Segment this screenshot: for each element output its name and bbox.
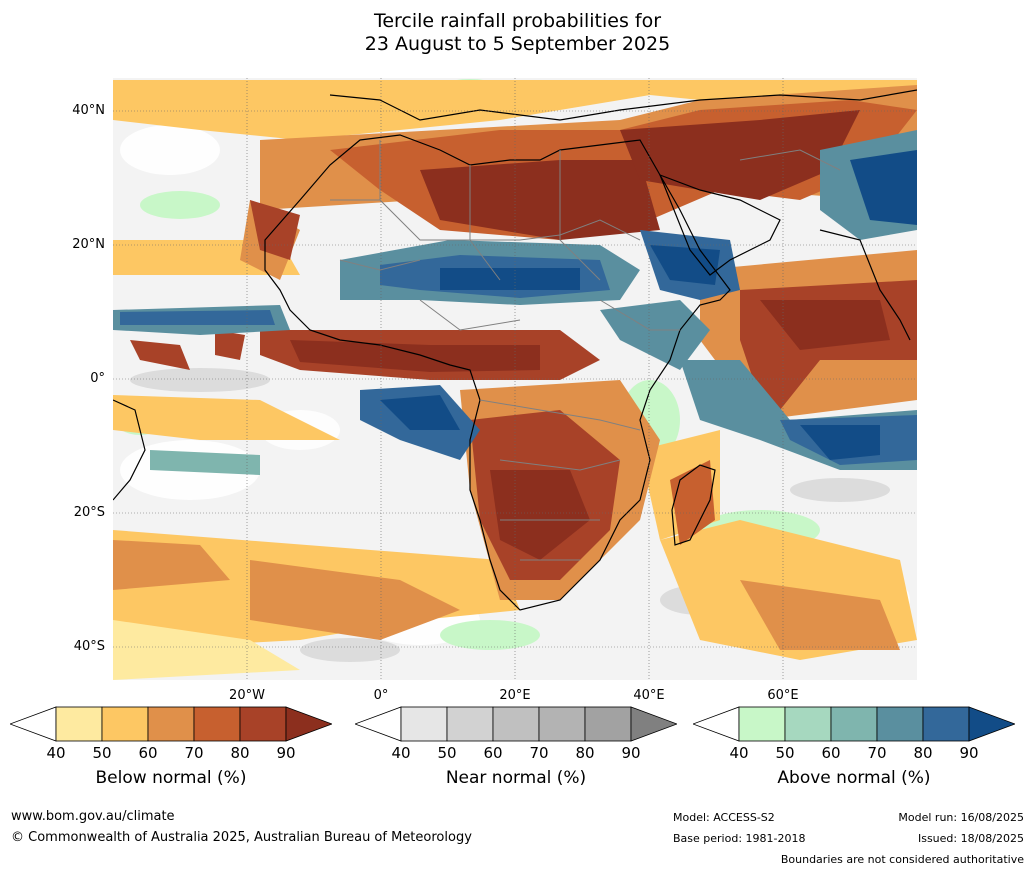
below-colorbar-tick-label: 80 bbox=[230, 744, 250, 762]
above-colorbar-tick-label: 80 bbox=[913, 744, 933, 762]
near-colorbar-segment bbox=[538, 706, 586, 742]
base-period: Base period: 1981-2018 bbox=[673, 832, 806, 845]
near-colorbar-over-triangle bbox=[630, 706, 677, 742]
map-title-line1: Tercile rainfall probabilities for bbox=[373, 10, 662, 32]
near-colorbar-under-triangle bbox=[355, 706, 402, 742]
near-colorbar-tick-label: 40 bbox=[391, 744, 411, 762]
lat-label-0: 0° bbox=[90, 371, 105, 386]
below-colorbar-over-triangle bbox=[285, 706, 332, 742]
model-run-date: Model run: 16/08/2025 bbox=[898, 811, 1024, 824]
lon-label-60e: 60°E bbox=[767, 688, 799, 703]
above-colorbar-tick-label: 40 bbox=[729, 744, 749, 762]
lat-label-20n: 20°N bbox=[72, 237, 105, 252]
near-colorbar-segment bbox=[400, 706, 448, 742]
lat-label-40s: 40°S bbox=[73, 639, 105, 654]
map-title-line2: 23 August to 5 September 2025 bbox=[364, 33, 671, 55]
near-colorbar-tick-label: 70 bbox=[529, 744, 549, 762]
below-normal-colorbar bbox=[10, 706, 332, 742]
above-colorbar-segment bbox=[738, 706, 786, 742]
below-colorbar-under-triangle bbox=[10, 706, 57, 742]
below-colorbar-tick-label: 40 bbox=[46, 744, 66, 762]
below-colorbar-segment bbox=[147, 706, 195, 742]
lon-label-40e: 40°E bbox=[633, 688, 665, 703]
below-colorbar-segment bbox=[193, 706, 241, 742]
below-colorbar-segment bbox=[101, 706, 149, 742]
above-normal-colorbar-title: Above normal (%) bbox=[777, 768, 931, 788]
near-colorbar-tick-label: 90 bbox=[621, 744, 641, 762]
lon-label-20e: 20°E bbox=[499, 688, 531, 703]
above-colorbar-tick-label: 70 bbox=[867, 744, 887, 762]
near-colorbar-segment bbox=[492, 706, 540, 742]
above-normal-strong-areas bbox=[113, 130, 917, 475]
near-colorbar-segment bbox=[584, 706, 632, 742]
lon-label-20w: 20°W bbox=[229, 688, 265, 703]
above-colorbar-tick-label: 50 bbox=[775, 744, 795, 762]
near-colorbar-tick-label: 50 bbox=[437, 744, 457, 762]
near-colorbar-segment bbox=[446, 706, 494, 742]
above-colorbar-segment bbox=[876, 706, 924, 742]
below-colorbar-segment bbox=[239, 706, 287, 742]
below-colorbar-tick-label: 50 bbox=[92, 744, 112, 762]
below-normal-colorbar-title: Below normal (%) bbox=[95, 768, 247, 788]
lat-label-40n: 40°N bbox=[72, 103, 105, 118]
above-normal-colorbar bbox=[693, 706, 1015, 742]
near-colorbar-tick-label: 80 bbox=[575, 744, 595, 762]
above-colorbar-under-triangle bbox=[693, 706, 740, 742]
below-colorbar-tick-label: 90 bbox=[276, 744, 296, 762]
country-borders bbox=[330, 140, 841, 561]
above-colorbar-segment bbox=[784, 706, 832, 742]
near-normal-colorbar-title: Near normal (%) bbox=[445, 768, 587, 788]
lat-label-20s: 20°S bbox=[73, 505, 105, 520]
above-colorbar-segment bbox=[922, 706, 970, 742]
boundaries-disclaimer: Boundaries are not considered authoritat… bbox=[780, 853, 1024, 866]
near-colorbar-tick-label: 60 bbox=[483, 744, 503, 762]
graticule bbox=[113, 78, 917, 680]
rainfall-probability-map bbox=[113, 78, 917, 680]
model-name: Model: ACCESS-S2 bbox=[673, 811, 775, 824]
above-colorbar-over-triangle bbox=[968, 706, 1015, 742]
above-colorbar-tick-label: 90 bbox=[959, 744, 979, 762]
below-colorbar-tick-label: 60 bbox=[138, 744, 158, 762]
issued-date: Issued: 18/08/2025 bbox=[917, 832, 1024, 845]
lon-label-0: 0° bbox=[373, 688, 389, 703]
above-colorbar-tick-label: 60 bbox=[821, 744, 841, 762]
above-colorbar-segment bbox=[830, 706, 878, 742]
copyright-text: © Commonwealth of Australia 2025, Austra… bbox=[11, 830, 472, 845]
near-normal-colorbar bbox=[355, 706, 677, 742]
below-colorbar-tick-label: 70 bbox=[184, 744, 204, 762]
website-link[interactable]: www.bom.gov.au/climate bbox=[11, 809, 175, 824]
below-colorbar-segment bbox=[55, 706, 103, 742]
